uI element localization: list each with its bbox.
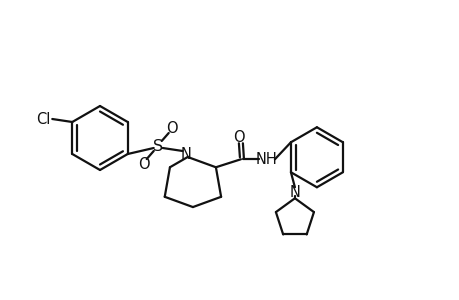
Text: O: O <box>233 130 244 145</box>
Text: O: O <box>166 121 177 136</box>
Text: Cl: Cl <box>36 112 50 127</box>
Text: O: O <box>138 157 149 172</box>
Text: NH: NH <box>256 152 277 167</box>
Text: N: N <box>180 146 191 161</box>
Text: N: N <box>289 185 300 200</box>
Text: S: S <box>152 139 162 154</box>
